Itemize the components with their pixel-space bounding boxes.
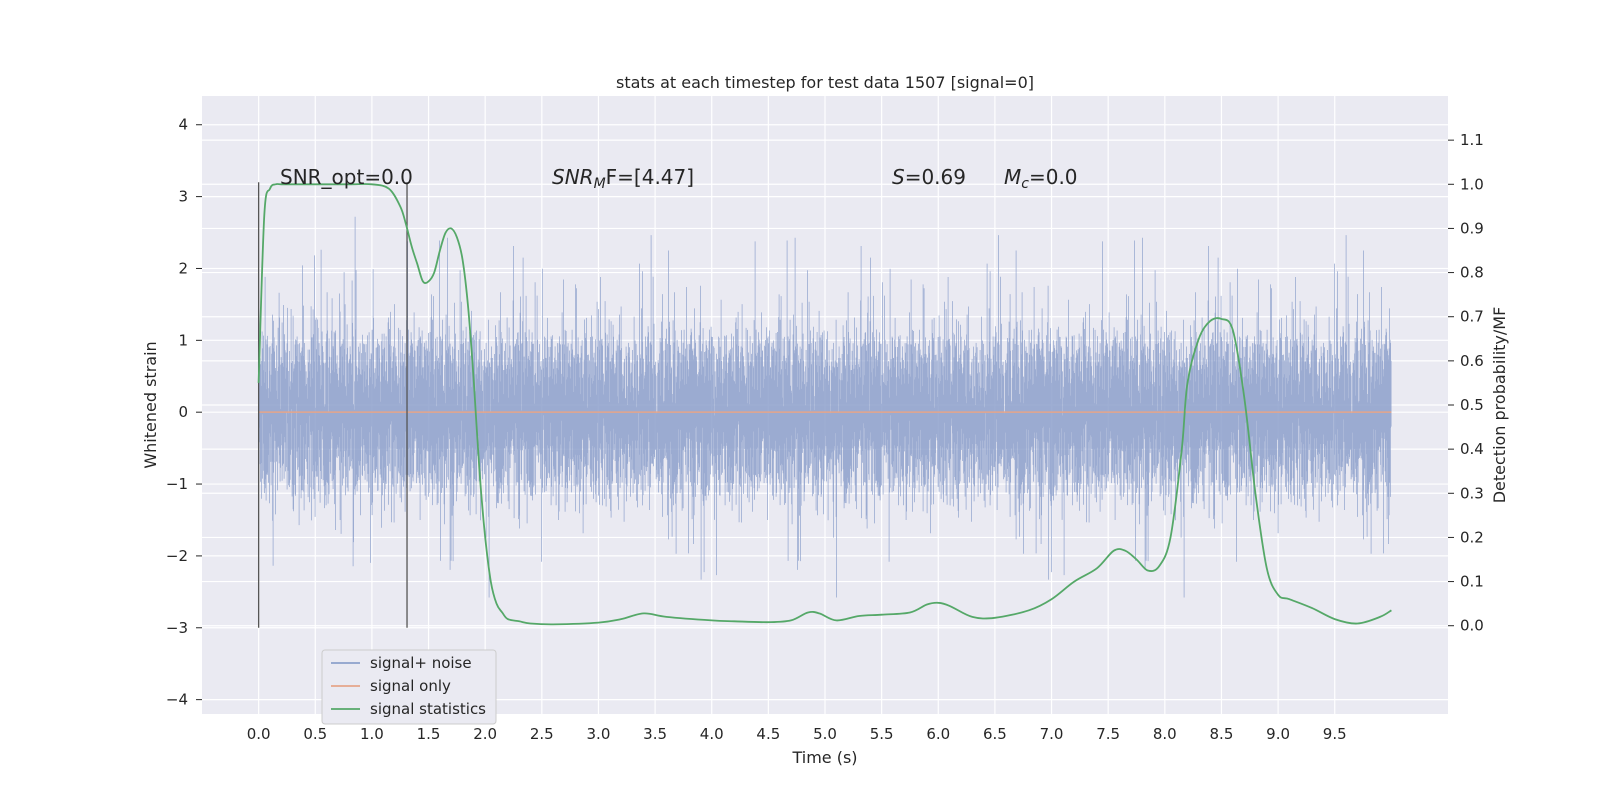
x-tick-label: 8.5: [1210, 725, 1234, 743]
left-tick-label: −3: [166, 619, 188, 637]
x-tick-label: 3.0: [587, 725, 611, 743]
x-tick-label: 6.5: [983, 725, 1007, 743]
left-tick-label: 3: [178, 188, 188, 206]
x-tick-label: 4.0: [700, 725, 724, 743]
right-tick-label: 0.0: [1460, 617, 1484, 635]
x-tick-label: 9.0: [1266, 725, 1290, 743]
left-tick-label: −2: [166, 547, 188, 565]
snr-mf-sub: M: [594, 176, 606, 192]
right-tick-label: 0.5: [1460, 396, 1484, 414]
x-tick-label: 6.0: [926, 725, 950, 743]
right-tick-label: 0.9: [1460, 219, 1484, 237]
left-tick-label: 2: [178, 259, 188, 277]
annotation-s: S=0.69: [892, 165, 966, 189]
x-tick-label: 7.5: [1096, 725, 1120, 743]
x-tick-label: 3.5: [643, 725, 667, 743]
x-tick-label: 8.0: [1153, 725, 1177, 743]
right-tick-label: 1.1: [1460, 131, 1484, 149]
x-tick-label: 2.0: [473, 725, 497, 743]
left-tick-label: 0: [178, 403, 188, 421]
legend-box: [321, 649, 497, 725]
x-tick-label: 0.0: [247, 725, 271, 743]
right-tick-label: 0.7: [1460, 308, 1484, 326]
chart-title: stats at each timestep for test data 150…: [616, 73, 1034, 92]
x-axis-label: Time (s): [791, 748, 857, 767]
right-tick-label: 0.8: [1460, 264, 1484, 282]
s-label: S: [892, 165, 905, 189]
signal-statistics-series: [257, 183, 1392, 626]
right-tick-label: 1.0: [1460, 175, 1484, 193]
x-tick-label: 4.5: [756, 725, 780, 743]
left-axis-ticks: 4 3 2 1 0 −1 −2 −3 −4: [166, 116, 202, 709]
x-tick-label: 0.5: [303, 725, 327, 743]
left-tick-label: −4: [166, 691, 188, 709]
mc-value: =0.0: [1029, 165, 1078, 189]
snr-mf-tail: F=[4.47]: [606, 165, 694, 189]
annotation-snr-mf: SNRMF=[4.47]: [552, 165, 694, 192]
x-tick-label: 7.0: [1040, 725, 1064, 743]
legend-label-statistics: signal statistics: [370, 700, 486, 718]
left-tick-label: 4: [178, 116, 188, 134]
vertical-marker-lines: [257, 182, 408, 628]
right-tick-label: 0.3: [1460, 484, 1484, 502]
x-tick-label: 9.5: [1323, 725, 1347, 743]
right-axis-ticks: 1.1 1.0 0.9 0.8 0.7 0.6 0.5 0.4 0.3 0.2 0.1 0.0: [1448, 131, 1484, 635]
x-tick-label: 2.5: [530, 725, 554, 743]
s-value: =0.69: [905, 165, 966, 189]
annotation-mc: Mc=0.0: [1004, 165, 1078, 192]
y-axis-label-right: Detection probability/MF: [1490, 307, 1509, 504]
legend-label-signal-only: signal only: [370, 677, 451, 695]
mc-sub: c: [1021, 176, 1029, 192]
y-axis-label-left: Whitened strain: [141, 341, 160, 468]
legend-label-noise: signal+ noise: [370, 654, 472, 672]
x-tick-label: 5.0: [813, 725, 837, 743]
x-tick-label: 1.0: [360, 725, 384, 743]
mc-label: M: [1004, 165, 1021, 189]
right-tick-label: 0.6: [1460, 352, 1484, 370]
legend: signal+ noise signal only signal statist…: [321, 649, 497, 725]
left-tick-label: −1: [166, 475, 188, 493]
right-tick-label: 0.1: [1460, 573, 1484, 591]
x-tick-label: 5.5: [870, 725, 894, 743]
snr-mf-base: SNR: [552, 165, 594, 189]
x-axis-ticks: 0.0 0.5 1.0 1.5 2.0 2.5 3.0 3.5 4.0 4.5 5.0 5.5 6.0 6…: [247, 725, 1347, 743]
x-tick-label: 1.5: [417, 725, 441, 743]
right-tick-label: 0.4: [1460, 440, 1484, 458]
left-tick-label: 1: [178, 331, 188, 349]
annotation-snr-opt: SNR_opt=0.0: [280, 165, 413, 189]
right-tick-label: 0.2: [1460, 528, 1484, 546]
